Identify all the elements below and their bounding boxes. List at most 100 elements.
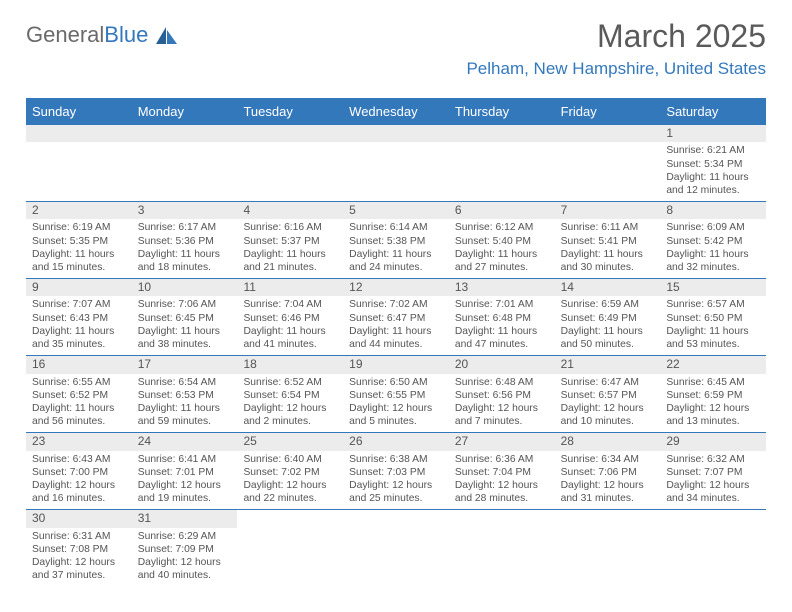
daylight-text: Daylight: 12 hours and 7 minutes. (455, 402, 549, 428)
calendar-day-cell: 12Sunrise: 7:02 AMSunset: 6:47 PMDayligh… (343, 279, 449, 355)
calendar-header-cell: Thursday (449, 98, 555, 125)
daylight-text: Daylight: 12 hours and 2 minutes. (243, 402, 337, 428)
daylight-text: Daylight: 12 hours and 16 minutes. (32, 479, 126, 505)
sunrise-text: Sunrise: 6:52 AM (243, 376, 337, 389)
day-number-bar-empty (237, 125, 343, 142)
sunrise-text: Sunrise: 6:16 AM (243, 221, 337, 234)
calendar-day-cell: 25Sunrise: 6:40 AMSunset: 7:02 PMDayligh… (237, 433, 343, 509)
sunrise-text: Sunrise: 7:06 AM (138, 298, 232, 311)
sunset-text: Sunset: 6:59 PM (666, 389, 760, 402)
day-number: 14 (555, 279, 661, 296)
calendar-day-cell: 14Sunrise: 6:59 AMSunset: 6:49 PMDayligh… (555, 279, 661, 355)
sunrise-text: Sunrise: 6:29 AM (138, 530, 232, 543)
day-number: 19 (343, 356, 449, 373)
sunrise-text: Sunrise: 6:09 AM (666, 221, 760, 234)
calendar-day-cell: 5Sunrise: 6:14 AMSunset: 5:38 PMDaylight… (343, 202, 449, 278)
day-number-bar-empty (343, 125, 449, 142)
calendar-day-cell: 29 Sunrise: 6:32 AMSunset: 7:07 PMDayligh… (660, 433, 766, 509)
sunrise-text: Sunrise: 6:32 AM (666, 453, 760, 466)
daylight-text: Daylight: 12 hours and 22 minutes. (243, 479, 337, 505)
day-number: 26 (343, 433, 449, 450)
sunrise-text: Sunrise: 6:17 AM (138, 221, 232, 234)
daylight-text: Daylight: 11 hours and 44 minutes. (349, 325, 443, 351)
day-number: 1 (660, 125, 766, 142)
daylight-text: Daylight: 12 hours and 5 minutes. (349, 402, 443, 428)
sunrise-text: Sunrise: 6:45 AM (666, 376, 760, 389)
day-number-bar-empty (449, 125, 555, 142)
calendar-week-row: 9Sunrise: 7:07 AMSunset: 6:43 PMDaylight… (26, 279, 766, 356)
sunset-text: Sunset: 6:57 PM (561, 389, 655, 402)
sunrise-text: Sunrise: 7:01 AM (455, 298, 549, 311)
calendar-header-cell: Sunday (26, 98, 132, 125)
day-number: 29 (660, 433, 766, 450)
calendar-day-cell: 28Sunrise: 6:34 AMSunset: 7:06 PMDayligh… (555, 433, 661, 509)
daylight-text: Daylight: 11 hours and 30 minutes. (561, 248, 655, 274)
calendar-day-cell: 13Sunrise: 7:01 AMSunset: 6:48 PMDayligh… (449, 279, 555, 355)
calendar-header-cell: Saturday (660, 98, 766, 125)
logo: GeneralBlue (26, 22, 178, 48)
day-number: 17 (132, 356, 238, 373)
calendar-day-cell: 18 Sunrise: 6:52 AMSunset: 6:54 PMDayligh… (237, 356, 343, 432)
day-number: 6 (449, 202, 555, 219)
calendar-day-cell: 11Sunrise: 7:04 AMSunset: 6:46 PMDayligh… (237, 279, 343, 355)
sunrise-text: Sunrise: 7:04 AM (243, 298, 337, 311)
calendar-day-cell: 7Sunrise: 6:11 AMSunset: 5:41 PMDaylight… (555, 202, 661, 278)
daylight-text: Daylight: 11 hours and 15 minutes. (32, 248, 126, 274)
logo-sail-icon (156, 27, 178, 45)
daylight-text: Daylight: 12 hours and 34 minutes. (666, 479, 760, 505)
daylight-text: Daylight: 11 hours and 27 minutes. (455, 248, 549, 274)
calendar-empty-cell (555, 510, 661, 586)
sunset-text: Sunset: 7:04 PM (455, 466, 549, 479)
sunrise-text: Sunrise: 6:31 AM (32, 530, 126, 543)
daylight-text: Daylight: 12 hours and 13 minutes. (666, 402, 760, 428)
day-number: 9 (26, 279, 132, 296)
sunset-text: Sunset: 6:43 PM (32, 312, 126, 325)
calendar-day-cell: 4Sunrise: 6:16 AMSunset: 5:37 PMDaylight… (237, 202, 343, 278)
calendar-header-row: SundayMondayTuesdayWednesdayThursdayFrid… (26, 98, 766, 125)
calendar-empty-cell (26, 125, 132, 201)
day-number: 30 (26, 510, 132, 527)
sunrise-text: Sunrise: 7:07 AM (32, 298, 126, 311)
day-number: 24 (132, 433, 238, 450)
daylight-text: Daylight: 12 hours and 40 minutes. (138, 556, 232, 582)
sunset-text: Sunset: 6:54 PM (243, 389, 337, 402)
daylight-text: Daylight: 11 hours and 56 minutes. (32, 402, 126, 428)
day-number: 10 (132, 279, 238, 296)
calendar-week-row: 2Sunrise: 6:19 AMSunset: 5:35 PMDaylight… (26, 202, 766, 279)
day-number: 13 (449, 279, 555, 296)
calendar-day-cell: 30Sunrise: 6:31 AMSunset: 7:08 PMDayligh… (26, 510, 132, 586)
sunset-text: Sunset: 6:48 PM (455, 312, 549, 325)
calendar-day-cell: 24Sunrise: 6:41 AMSunset: 7:01 PMDayligh… (132, 433, 238, 509)
sunset-text: Sunset: 7:01 PM (138, 466, 232, 479)
day-number: 20 (449, 356, 555, 373)
day-number: 3 (132, 202, 238, 219)
sunset-text: Sunset: 5:42 PM (666, 235, 760, 248)
day-number: 18 (237, 356, 343, 373)
sunset-text: Sunset: 5:41 PM (561, 235, 655, 248)
title-block: March 2025 Pelham, New Hampshire, United… (466, 18, 766, 79)
calendar-table: SundayMondayTuesdayWednesdayThursdayFrid… (26, 98, 766, 586)
sunrise-text: Sunrise: 6:41 AM (138, 453, 232, 466)
sunset-text: Sunset: 7:06 PM (561, 466, 655, 479)
daylight-text: Daylight: 11 hours and 18 minutes. (138, 248, 232, 274)
sunrise-text: Sunrise: 6:48 AM (455, 376, 549, 389)
calendar-day-cell: 16Sunrise: 6:55 AMSunset: 6:52 PMDayligh… (26, 356, 132, 432)
calendar-day-cell: 22Sunrise: 6:45 AMSunset: 6:59 PMDayligh… (660, 356, 766, 432)
calendar-day-cell: 26Sunrise: 6:38 AMSunset: 7:03 PMDayligh… (343, 433, 449, 509)
sunset-text: Sunset: 6:46 PM (243, 312, 337, 325)
daylight-text: Daylight: 11 hours and 35 minutes. (32, 325, 126, 351)
sunset-text: Sunset: 6:50 PM (666, 312, 760, 325)
day-number-bar-empty (555, 125, 661, 142)
calendar-day-cell: 8Sunrise: 6:09 AMSunset: 5:42 PMDaylight… (660, 202, 766, 278)
calendar-empty-cell (237, 125, 343, 201)
calendar-day-cell: 15Sunrise: 6:57 AMSunset: 6:50 PMDayligh… (660, 279, 766, 355)
logo-text-1: General (26, 22, 104, 47)
sunset-text: Sunset: 5:34 PM (666, 158, 760, 171)
sunrise-text: Sunrise: 6:21 AM (666, 144, 760, 157)
location-subtitle: Pelham, New Hampshire, United States (466, 59, 766, 79)
daylight-text: Daylight: 12 hours and 10 minutes. (561, 402, 655, 428)
calendar-day-cell: 3Sunrise: 6:17 AMSunset: 5:36 PMDaylight… (132, 202, 238, 278)
daylight-text: Daylight: 11 hours and 24 minutes. (349, 248, 443, 274)
sunrise-text: Sunrise: 6:59 AM (561, 298, 655, 311)
sunset-text: Sunset: 7:07 PM (666, 466, 760, 479)
